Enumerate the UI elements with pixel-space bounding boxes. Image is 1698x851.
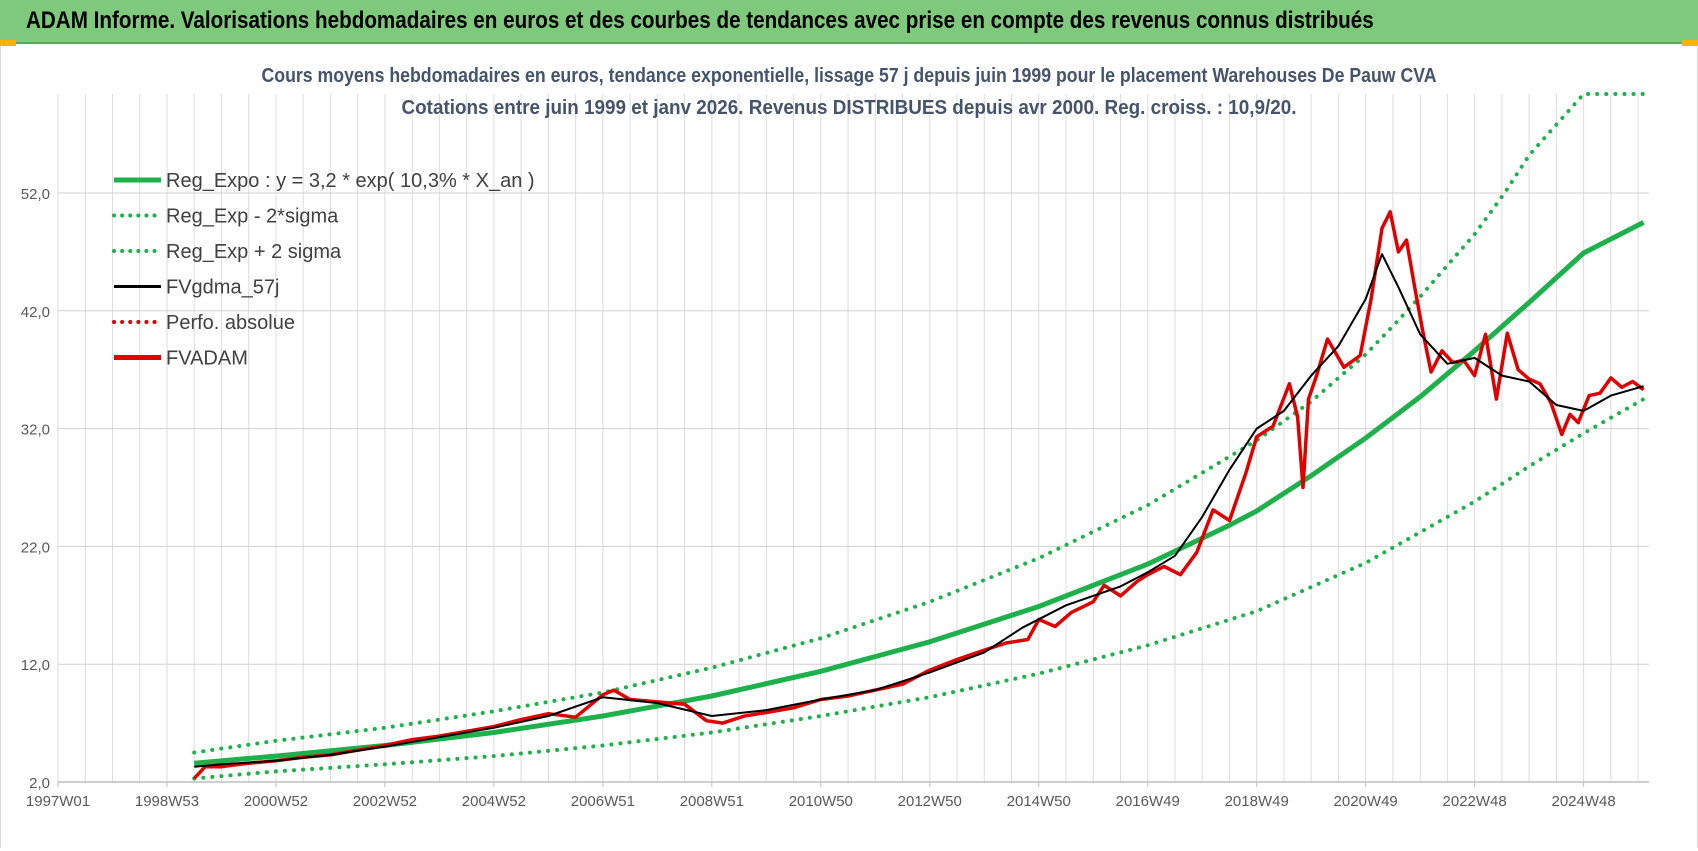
report-banner: ADAM Informe. Valorisations hebdomadaire… xyxy=(0,0,1698,46)
series-layer xyxy=(192,92,1646,781)
legend-label: FVADAM xyxy=(166,348,248,370)
x-tick-label: 2004W52 xyxy=(462,793,526,810)
x-tick-label: 1998W53 xyxy=(135,793,199,810)
chart-title-line2: Cotations entre juin 1999 et janv 2026. … xyxy=(402,97,1297,119)
y-tick-label: 42,0 xyxy=(21,304,50,321)
chart-title-line1: Cours moyens hebdomadaires en euros, ten… xyxy=(262,65,1437,87)
banner-corner-left xyxy=(0,40,16,46)
x-tick-label: 2002W52 xyxy=(353,793,417,810)
legend-label: Reg_Exp + 2 sigma xyxy=(166,241,342,263)
x-tick-label: 2024W48 xyxy=(1552,793,1616,810)
legend: Reg_Expo : y = 3,2 * exp( 10,3% * X_an )… xyxy=(112,170,535,370)
x-tick-label: 1997W01 xyxy=(26,793,90,810)
x-tick-label: 2016W49 xyxy=(1116,793,1180,810)
y-tick-label: 32,0 xyxy=(21,422,50,439)
series-fvadam xyxy=(192,210,1645,780)
series-reg-expo xyxy=(193,220,1645,766)
y-tick-label: 22,0 xyxy=(21,539,50,556)
series-reg-exp-2-sigma xyxy=(192,397,1646,781)
x-tick-label: 2012W50 xyxy=(898,793,962,810)
y-tick-label: 12,0 xyxy=(21,657,50,674)
x-tick-label: 2014W50 xyxy=(1007,793,1071,810)
banner-corner-right xyxy=(1682,40,1698,46)
x-tick-label: 2000W52 xyxy=(244,793,308,810)
x-tick-label: 2010W50 xyxy=(789,793,853,810)
series-reg-exp-2-sigma xyxy=(192,92,1646,755)
series-fvgdma-57j xyxy=(194,253,1644,768)
x-tick-label: 2020W49 xyxy=(1334,793,1398,810)
y-tick-label: 2,0 xyxy=(29,775,50,792)
report-title: ADAM Informe. Valorisations hebdomadaire… xyxy=(26,7,1374,34)
y-tick-label: 52,0 xyxy=(21,186,50,203)
x-tick-label: 2006W51 xyxy=(571,793,635,810)
legend-label: Perfo. absolue xyxy=(166,312,295,334)
legend-label: Reg_Expo : y = 3,2 * exp( 10,3% * X_an ) xyxy=(166,170,535,192)
axes: 2,0 12,0 22,0 32,0 42,0 52,0 1997W01 1998W53 200… xyxy=(21,186,1649,810)
x-tick-label: 2008W51 xyxy=(680,793,744,810)
x-tick-label: 2018W49 xyxy=(1225,793,1289,810)
x-tick-label: 2022W48 xyxy=(1443,793,1507,810)
grid-lines xyxy=(57,94,1649,783)
legend-label: FVgdma_57j xyxy=(166,277,279,299)
chart-canvas: 2,0 12,0 22,0 32,0 42,0 52,0 1997W01 1998W53 200… xyxy=(21,65,1649,810)
legend-label: Reg_Exp - 2*sigma xyxy=(166,206,339,228)
chart-frame: 2,0 12,0 22,0 32,0 42,0 52,0 1997W01 1998W53 200… xyxy=(0,46,1698,848)
